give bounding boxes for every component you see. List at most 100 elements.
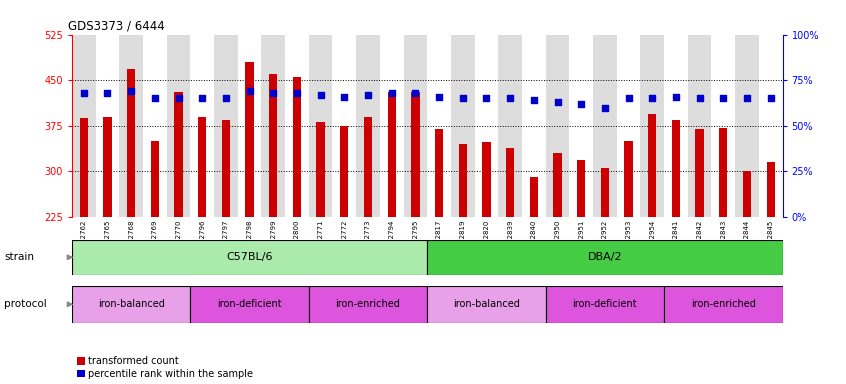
Bar [316,121,325,217]
Text: iron-deficient: iron-deficient [573,299,637,310]
Text: iron-enriched: iron-enriched [336,299,400,310]
Bar [672,120,680,217]
Bar [293,76,301,217]
Point [669,94,683,100]
Bar [451,35,475,217]
Text: protocol: protocol [4,299,47,310]
Bar [238,35,261,217]
Bar [96,35,119,217]
Bar [593,35,617,217]
Bar [664,286,783,323]
Bar [435,129,443,217]
Text: iron-balanced: iron-balanced [97,299,165,310]
Point [456,95,470,101]
Bar [577,161,585,217]
Bar [427,240,783,275]
Bar [309,286,427,323]
Point [740,95,754,101]
Bar [332,35,356,217]
Point [101,90,114,96]
Point [219,95,233,101]
Text: iron-enriched: iron-enriched [691,299,755,310]
Text: strain: strain [4,252,34,262]
Bar [427,286,546,323]
Bar [245,62,254,217]
Bar [261,35,285,217]
Bar [688,35,711,217]
Point [266,90,280,96]
Bar [506,148,514,217]
Bar [719,127,728,217]
Bar [151,141,159,217]
Bar [648,114,656,217]
Point [480,95,493,101]
Legend: transformed count, percentile rank within the sample: transformed count, percentile rank withi… [77,356,254,379]
Bar [309,35,332,217]
Text: C57BL/6: C57BL/6 [227,252,272,262]
Point [195,95,209,101]
Bar [735,35,759,217]
Text: DBA/2: DBA/2 [588,252,622,262]
Bar [387,92,396,217]
Point [693,95,706,101]
Bar [766,162,775,217]
Bar [530,177,538,217]
Bar [664,35,688,217]
Point [717,95,730,101]
Bar [72,240,427,275]
Bar [72,35,96,217]
Bar [167,35,190,217]
Bar [759,35,783,217]
Bar [482,142,491,217]
Point [361,92,375,98]
Point [574,101,588,107]
Bar [127,69,135,217]
Bar [743,171,751,217]
Bar [624,141,633,217]
Text: GDS3373 / 6444: GDS3373 / 6444 [69,19,165,32]
Bar [72,286,190,323]
Point [598,104,612,111]
Point [551,99,564,105]
Bar [80,118,88,217]
Bar [364,117,372,217]
Point [148,95,162,101]
Point [243,88,256,94]
Bar [475,35,498,217]
Point [77,90,91,96]
Bar [190,35,214,217]
Bar [103,117,112,217]
Point [645,95,659,101]
Bar [340,126,349,217]
Point [124,88,138,94]
Point [527,97,541,103]
Bar [546,35,569,217]
Bar [190,286,309,323]
Bar [601,168,609,217]
Point [338,94,351,100]
Bar [522,35,546,217]
Bar [695,129,704,217]
Point [622,95,635,101]
Bar [404,35,427,217]
Point [385,90,398,96]
Bar [640,35,664,217]
Bar [285,35,309,217]
Bar [553,153,562,217]
Point [764,95,777,101]
Bar [569,35,593,217]
Bar [380,35,404,217]
Point [314,92,327,98]
Point [172,95,185,101]
Bar [119,35,143,217]
Bar [222,120,230,217]
Point [409,90,422,96]
Point [432,94,446,100]
Bar [269,74,277,217]
Point [503,95,517,101]
Bar [356,35,380,217]
Bar [143,35,167,217]
Bar [617,35,640,217]
Bar [214,35,238,217]
Bar [411,92,420,217]
